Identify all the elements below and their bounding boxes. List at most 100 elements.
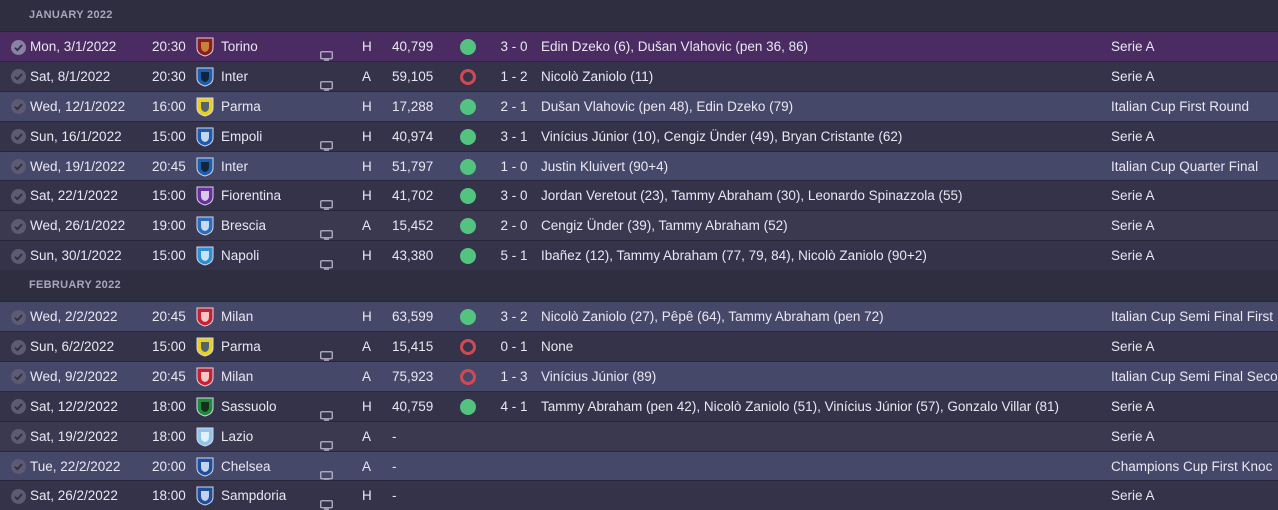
- competition-link[interactable]: Italian Cup Semi Final First: [1111, 309, 1274, 325]
- parma-crest: [196, 337, 214, 357]
- match-date: Wed, 12/1/2022: [30, 98, 126, 114]
- win-indicator-icon: [460, 158, 476, 175]
- check-icon: [11, 369, 26, 385]
- competition-link[interactable]: Serie A: [1111, 218, 1155, 234]
- tv-icon: [320, 342, 333, 361]
- tv-icon: [320, 42, 333, 61]
- competition-link[interactable]: Serie A: [1111, 339, 1155, 355]
- check-icon: [11, 39, 26, 55]
- venue: A: [362, 368, 372, 384]
- competition-link[interactable]: Serie A: [1111, 488, 1155, 504]
- goalscorers: Edin Dzeko (6), Dušan Vlahovic (pen 36, …: [541, 39, 809, 54]
- competition-link[interactable]: Serie A: [1111, 428, 1155, 444]
- competition-link[interactable]: Serie A: [1111, 128, 1155, 144]
- milan-crest: [196, 367, 214, 387]
- fiorentina-crest: [196, 186, 214, 206]
- check-icon: [11, 159, 26, 175]
- check-icon: [11, 459, 26, 475]
- attendance: 40,974: [392, 128, 434, 144]
- match-date: Tue, 22/2/2022: [30, 458, 121, 474]
- win-indicator-icon: [460, 39, 476, 55]
- attendance: 43,380: [392, 248, 434, 264]
- fixture-row[interactable]: Wed, 12/1/2022 16:00 Parma H 17,288 2 - 1 Duša…: [0, 90, 1278, 121]
- goalscorers: Jordan Veretout (23), Tammy Abraham (30)…: [541, 188, 963, 204]
- match-date: Sun, 16/1/2022: [30, 128, 122, 144]
- attendance: 63,599: [392, 309, 434, 325]
- competition-link[interactable]: Italian Cup Semi Final Seco: [1111, 368, 1278, 384]
- kickoff-time: 20:00: [152, 458, 186, 474]
- tv-icon: [320, 72, 333, 91]
- fixture-row[interactable]: Wed, 9/2/2022 20:45 Milan A 75,923 1 - 3 Viníc…: [0, 360, 1278, 391]
- torino-crest: [196, 37, 214, 57]
- competition-link[interactable]: Serie A: [1111, 68, 1155, 84]
- opponent-link[interactable]: Inter: [221, 68, 249, 84]
- win-indicator-icon: [460, 248, 476, 265]
- fixture-row[interactable]: Mon, 3/1/2022 20:30 Torino H 40,799 3 - 0 Edin…: [0, 31, 1278, 61]
- match-date: Sat, 26/2/2022: [30, 488, 118, 504]
- opponent-link[interactable]: Inter: [221, 158, 249, 174]
- attendance: -: [392, 458, 397, 474]
- opponent-link[interactable]: Parma: [221, 98, 261, 114]
- opponent-link[interactable]: Napoli: [221, 248, 260, 264]
- competition-link[interactable]: Serie A: [1111, 39, 1155, 54]
- fixture-row[interactable]: Sun, 30/1/2022 15:00 Napoli H 43,380 5 - 1 Iba…: [0, 240, 1278, 271]
- goalscorers: Vinícius Júnior (10), Cengiz Ünder (49),…: [541, 128, 903, 144]
- tv-icon: [320, 491, 333, 510]
- fixture-row[interactable]: Sat, 26/2/2022 18:00 Sampdoria H - Serie A: [0, 480, 1278, 510]
- win-indicator-icon: [460, 188, 476, 205]
- competition-link[interactable]: Serie A: [1111, 188, 1155, 204]
- venue: A: [362, 339, 372, 355]
- match-date: Sat, 19/2/2022: [30, 428, 118, 444]
- opponent-link[interactable]: Milan: [221, 368, 254, 384]
- opponent-link[interactable]: Sassuolo: [221, 398, 277, 414]
- month-header: FEBRUARY 2022: [0, 270, 1278, 302]
- competition-link[interactable]: Champions Cup First Knoc: [1111, 458, 1273, 474]
- fixture-row[interactable]: Wed, 19/1/2022 20:45 Inter H 51,797 1 - 0 Just…: [0, 150, 1278, 181]
- opponent-link[interactable]: Lazio: [221, 428, 254, 444]
- kickoff-time: 20:45: [152, 309, 186, 325]
- opponent-link[interactable]: Brescia: [221, 218, 267, 234]
- fixture-row[interactable]: Wed, 2/2/2022 20:45 Milan H 63,599 3 - 2 Nicol…: [0, 301, 1278, 332]
- fixture-row[interactable]: Wed, 26/1/2022 19:00 Brescia A 15,452 2 - 0 Ce…: [0, 210, 1278, 241]
- fixture-row[interactable]: Sat, 12/2/2022 18:00 Sassuolo H 40,759 4 - 1 T…: [0, 390, 1278, 421]
- fixture-row[interactable]: Sat, 22/1/2022 15:00 Fiorentina H 41,702 3 - …: [0, 180, 1278, 211]
- tv-icon: [320, 251, 333, 271]
- score: 2 - 0: [500, 218, 528, 234]
- attendance: -: [392, 428, 397, 444]
- kickoff-time: 15:00: [152, 248, 186, 264]
- competition-link[interactable]: Italian Cup First Round: [1111, 98, 1250, 114]
- lazio-crest: [196, 427, 214, 447]
- opponent-link[interactable]: Parma: [221, 339, 261, 355]
- check-icon: [11, 99, 26, 115]
- score: 1 - 2: [500, 68, 528, 84]
- fixture-row[interactable]: Sat, 8/1/2022 20:30 Inter A 59,105 1 - 2 Nicol…: [0, 60, 1278, 91]
- fixture-row[interactable]: Tue, 22/2/2022 20:00 Chelsea A - Champions Cu…: [0, 450, 1278, 481]
- opponent-link[interactable]: Sampdoria: [221, 488, 287, 504]
- competition-link[interactable]: Italian Cup Quarter Final: [1111, 158, 1259, 174]
- opponent-link[interactable]: Empoli: [221, 128, 263, 144]
- kickoff-time: 15:00: [152, 128, 186, 144]
- match-date: Mon, 3/1/2022: [30, 39, 117, 54]
- competition-link[interactable]: Serie A: [1111, 248, 1155, 264]
- empoli-crest: [196, 127, 214, 147]
- goalscorers: None: [541, 339, 574, 355]
- competition-link[interactable]: Serie A: [1111, 398, 1155, 414]
- fixture-row[interactable]: Sat, 19/2/2022 18:00 Lazio A - Serie A: [0, 420, 1278, 451]
- opponent-link[interactable]: Torino: [221, 39, 258, 54]
- venue: H: [362, 98, 372, 114]
- fixture-row[interactable]: Sun, 16/1/2022 15:00 Empoli H 40,974 3 - 1 Vin…: [0, 120, 1278, 151]
- venue: H: [362, 158, 372, 174]
- win-indicator-icon: [460, 128, 476, 145]
- score: 3 - 1: [500, 128, 528, 144]
- match-date: Sat, 22/1/2022: [30, 188, 118, 204]
- check-icon: [11, 488, 26, 504]
- opponent-link[interactable]: Fiorentina: [221, 188, 282, 204]
- fixture-row[interactable]: Sun, 6/2/2022 15:00 Parma A 15,415 0 - 1 None S…: [0, 331, 1278, 361]
- win-indicator-icon: [460, 98, 476, 115]
- napoli-crest: [196, 246, 214, 266]
- attendance: 75,923: [392, 368, 434, 384]
- opponent-link[interactable]: Chelsea: [221, 458, 271, 474]
- match-date: Sun, 30/1/2022: [30, 248, 122, 264]
- opponent-link[interactable]: Milan: [221, 309, 254, 325]
